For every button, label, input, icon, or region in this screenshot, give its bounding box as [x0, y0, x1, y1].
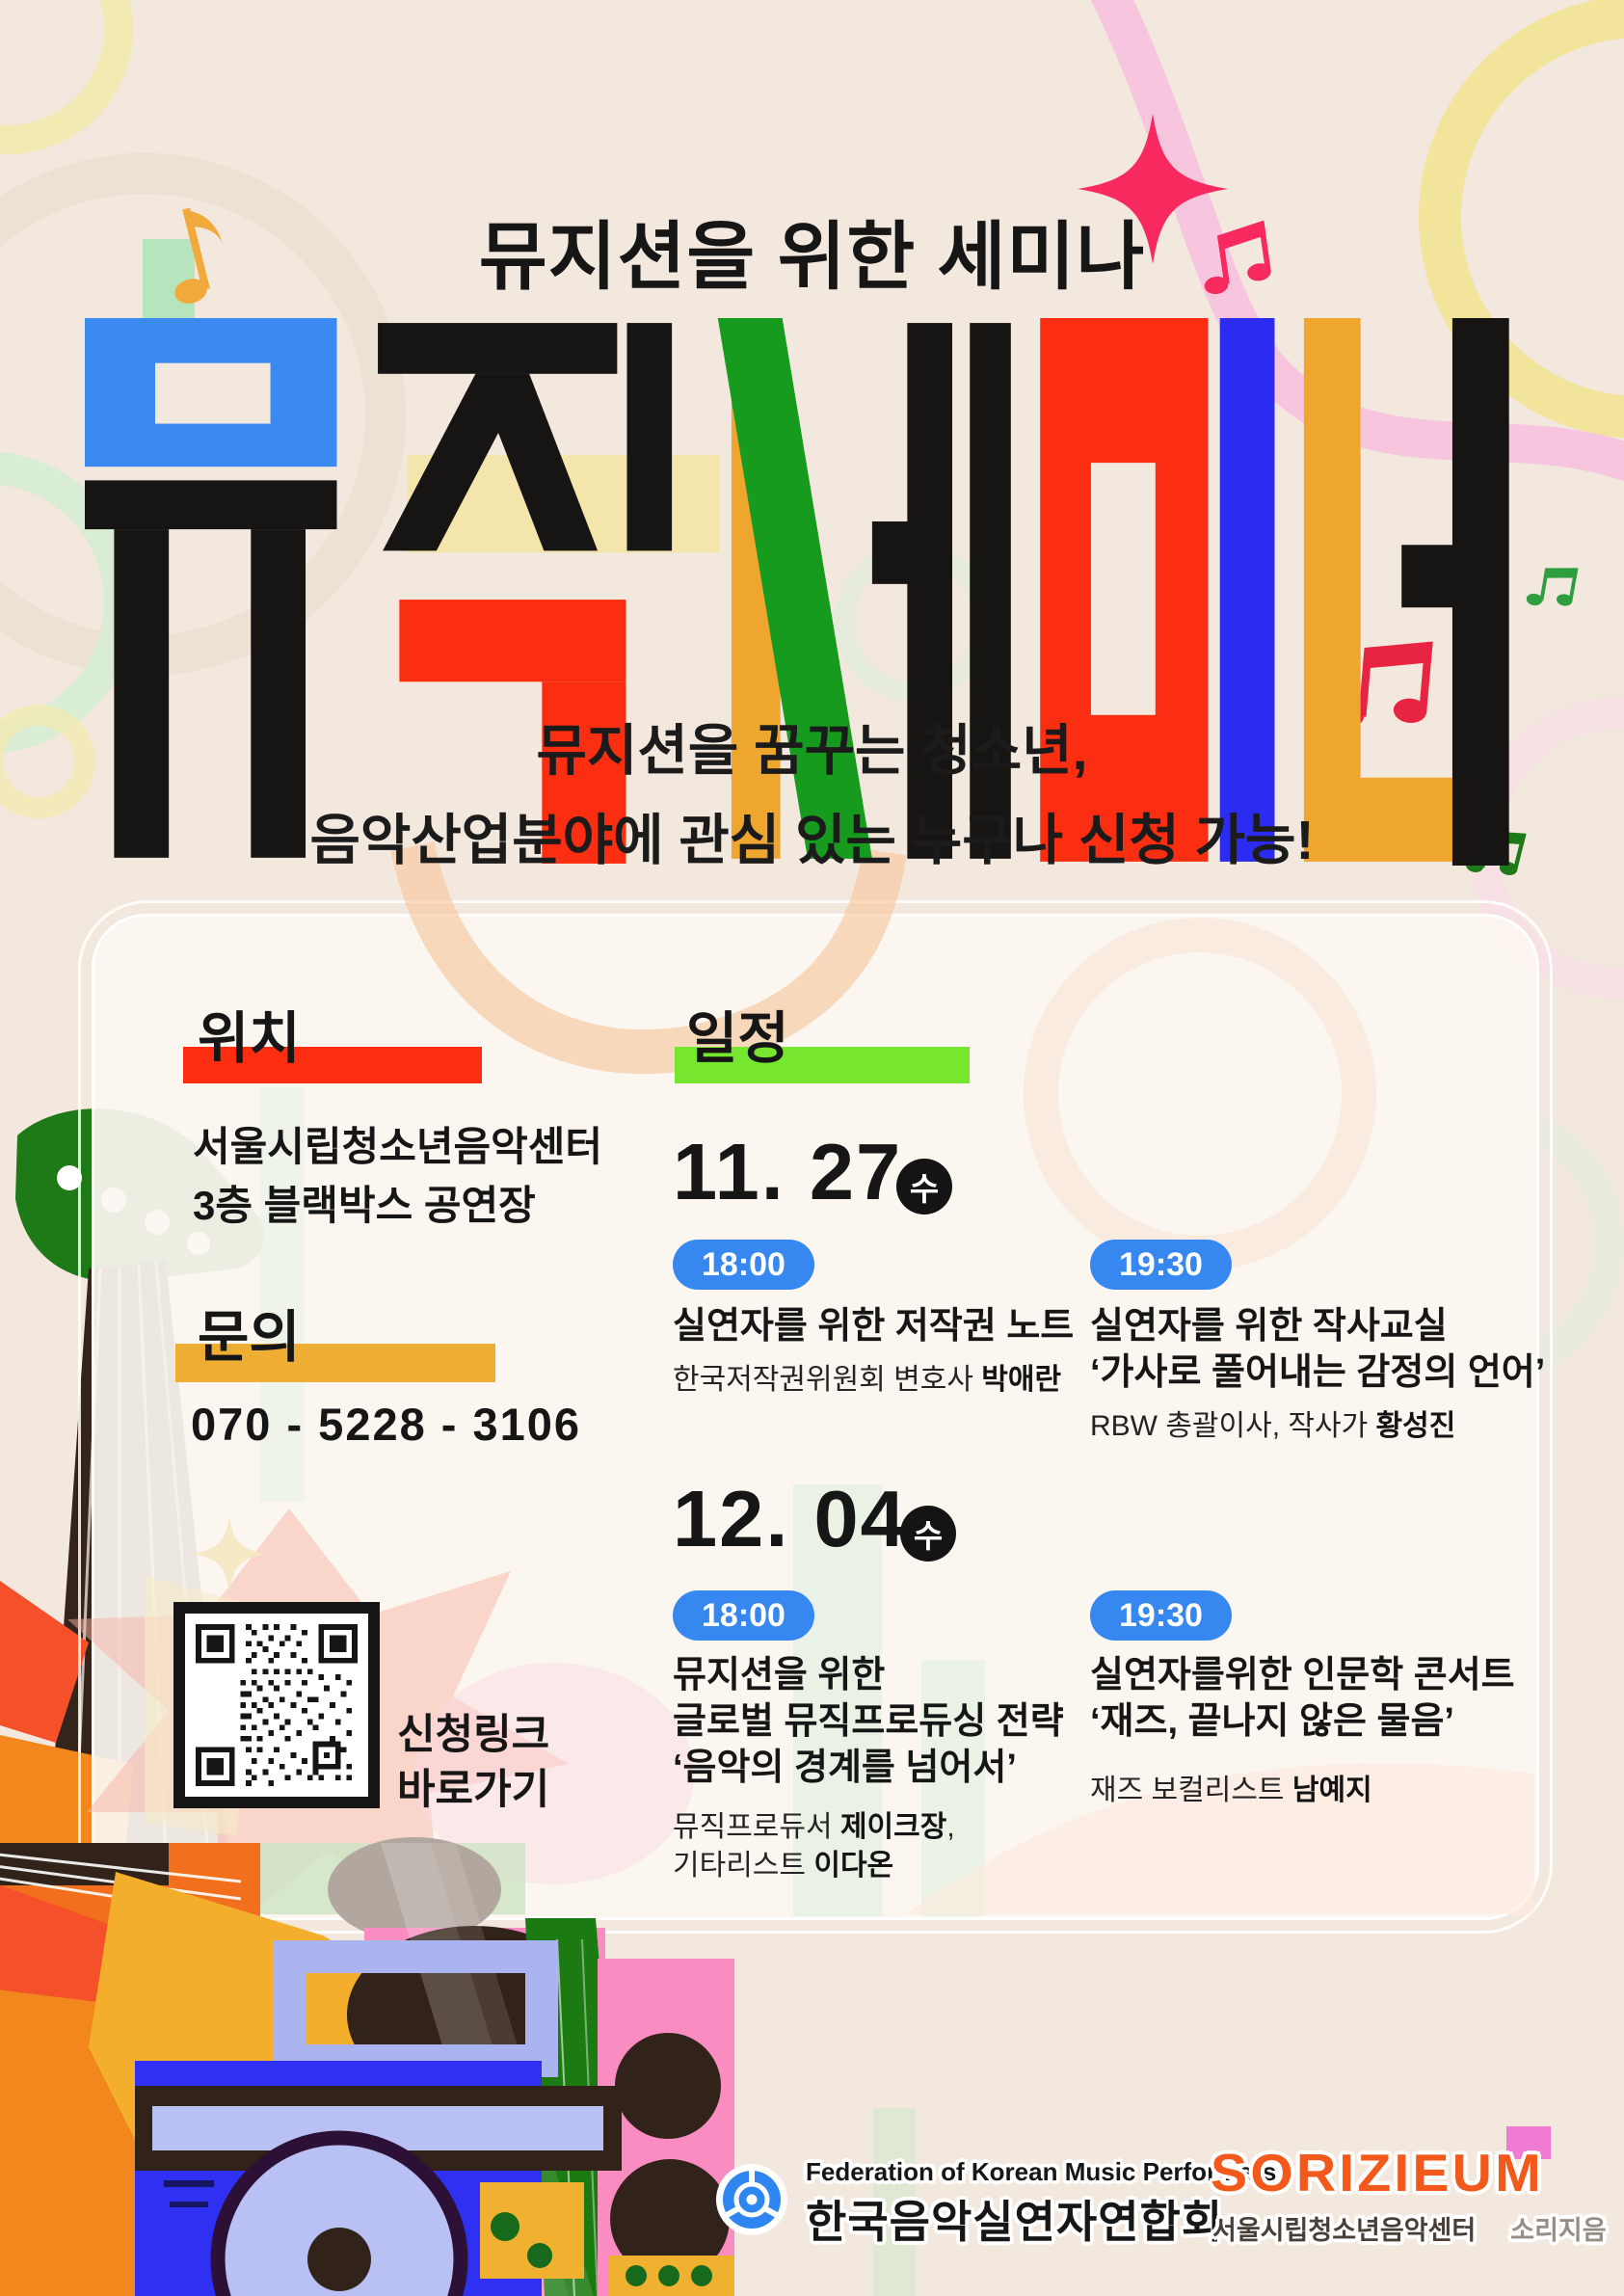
sorizieum-subtext: 서울시립청소년음악센터 소리지음: [1212, 2209, 1607, 2247]
sorizieum-logo: SORIZIEUM: [1211, 2143, 1544, 2203]
boombox-illustration: [135, 1940, 622, 2296]
fkmp-logo-text: Federation of Korean Music Performers 한국…: [806, 2157, 1276, 2251]
session-speaker: 재즈 보컬리스트 남예지: [1090, 1772, 1372, 1810]
location-line2: 3층 블랙박스 공연장: [193, 1182, 536, 1228]
logo-letter-mu: [85, 318, 337, 858]
tagline-line2: 음악산업분야에 관심 있는 누구나 신청 가능!: [309, 810, 1315, 871]
location-address: 서울시립청소년음악센터 3층 블랙박스 공연장: [193, 1118, 602, 1236]
session-title-line: ‘재즈, 끝나지 않은 물음’: [1090, 1701, 1454, 1742]
contact-heading-bar: [175, 1344, 495, 1382]
location-heading-bar: [183, 1047, 482, 1083]
session-speaker: 뮤직프로듀서 제이크장, 기타리스트 이다온: [673, 1808, 955, 1885]
session-title-line: 실연자를 위한 저작권 노트: [673, 1306, 1075, 1347]
logo-text: 뮤직 세미나: [0, 0, 1, 1]
session-title: 실연자를 위한 작사교실 ‘가사로 풀어내는 감정의 언어’: [1090, 1303, 1545, 1396]
session-title: 뮤지션을 위한 글로벌 뮤직프로듀싱 전략 ‘음악의 경계를 넘어서’: [673, 1652, 1064, 1791]
speaker-name: 박애란: [981, 1364, 1062, 1396]
sorizieum-brand-name: 소리지음: [1510, 2216, 1607, 2245]
fkmp-name-ko: 한국음악실연자연합회: [806, 2197, 1224, 2247]
weekday-badge-2: 수: [900, 1506, 956, 1562]
location-heading: 위치: [198, 1007, 301, 1070]
session-time-pill: 18:00: [673, 1240, 814, 1290]
session-title-line: 글로벌 뮤직프로듀싱 전략: [673, 1701, 1064, 1742]
qr-code: [173, 1602, 380, 1808]
apply-line2: 바로가기: [397, 1766, 550, 1813]
session-speaker: 한국저작권위원회 변호사 박애란: [673, 1361, 1061, 1400]
speaker-suffix: ,: [946, 1811, 955, 1843]
logo-letter-jik: [378, 323, 720, 864]
logo-letter-mi: [1040, 318, 1275, 862]
sorizieum-center-name: 서울시립청소년음악센터: [1212, 2216, 1477, 2245]
contact-phone: 070 - 5228 - 3106: [191, 1399, 582, 1450]
schedule-heading: 일정: [686, 1007, 789, 1070]
qr-pattern: [196, 1624, 358, 1786]
speaker-role: RBW 총괄이사, 작사가: [1090, 1410, 1376, 1442]
speaker-role: 뮤직프로듀서: [673, 1811, 840, 1843]
speaker-role: 재즈 보컬리스트: [1090, 1775, 1292, 1806]
schedule-heading-bar: [675, 1047, 970, 1083]
location-line1: 서울시립청소년음악센터: [193, 1124, 603, 1169]
speaker-name: 황성진: [1375, 1410, 1456, 1442]
tagline-line1: 뮤지션을 꿈꾸는 청소년,: [536, 720, 1088, 782]
logo-letter-na: [1303, 318, 1509, 866]
session-time-pill: 18:00: [673, 1590, 814, 1641]
session-title-line: ‘음악의 경계를 넘어서’: [673, 1748, 1017, 1788]
session-title: 실연자를위한 인문학 콘서트 ‘재즈, 끝나지 않은 물음’: [1090, 1652, 1515, 1745]
session-title-line: 실연자를 위한 작사교실: [1090, 1306, 1448, 1347]
session-title-line: 실연자를위한 인문학 콘서트: [1090, 1655, 1515, 1695]
speaker-line: 뮤직프로듀서 제이크장,: [673, 1808, 955, 1847]
session-title-line: ‘가사로 풀어내는 감정의 언어’: [1090, 1352, 1546, 1393]
speaker-line: 기타리스트 이다온: [673, 1847, 955, 1885]
apply-link-label: 신청링크 바로가기: [397, 1708, 549, 1818]
session-title: 실연자를 위한 저작권 노트: [673, 1303, 1074, 1349]
music-seminar-logo: [85, 318, 1509, 866]
logo-letter-se: [717, 318, 1011, 859]
session-time-pill: 19:30: [1090, 1590, 1232, 1641]
session-speaker: RBW 총괄이사, 작사가 황성진: [1090, 1407, 1455, 1446]
speaker-role: 한국저작권위원회 변호사: [673, 1364, 982, 1396]
schedule-date-2: 12. 04: [673, 1474, 907, 1563]
speaker-name: 제이크장: [839, 1811, 947, 1843]
bottom-illustration: [0, 1843, 916, 2296]
fkmp-name-en: Federation of Korean Music Performers: [806, 2157, 1277, 2186]
session-time-pill: 19:30: [1090, 1240, 1232, 1290]
schedule-date-1: 11. 27: [673, 1127, 903, 1216]
weekday-badge-1: 수: [896, 1159, 952, 1215]
session-title-line: 뮤지션을 위한: [673, 1655, 886, 1695]
speaker-role: 기타리스트: [673, 1850, 814, 1882]
apply-line1: 신청링크: [397, 1712, 550, 1758]
fkmp-logo-icon: [716, 2164, 787, 2235]
poster-eyebrow: 뮤지션을 위한 세미나: [478, 216, 1146, 299]
speaker-name: 이다온: [813, 1850, 894, 1882]
contact-heading: 문의: [198, 1306, 301, 1369]
speaker-name: 남예지: [1291, 1775, 1372, 1806]
